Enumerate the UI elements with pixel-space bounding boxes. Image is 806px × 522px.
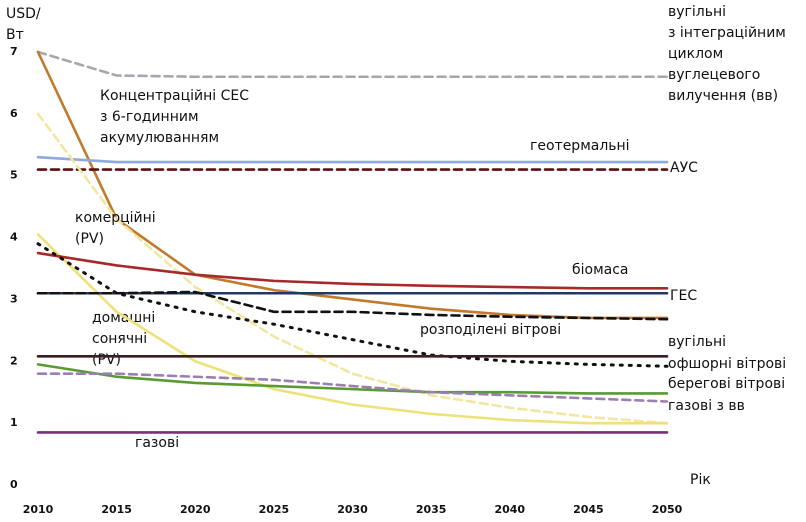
x-tick-label: 2040	[494, 503, 525, 516]
series-label: берегові вітрові	[668, 376, 785, 392]
y-tick-label: 3	[10, 292, 18, 305]
series-label: комерційні (PV)	[75, 210, 156, 247]
series-line	[36, 242, 669, 368]
x-tick-label: 2035	[416, 503, 447, 516]
series-label: АУС	[670, 160, 698, 176]
series-line	[36, 112, 669, 425]
series-line	[36, 155, 669, 164]
x-tick-label: 2020	[180, 503, 211, 516]
y-tick-label: 6	[10, 107, 18, 120]
series-label: геотермальні	[530, 138, 630, 154]
series-label: Концентраційні СЕС з 6-годинним акумулюван…	[100, 88, 249, 146]
series-label: офшорні вітрові	[668, 356, 786, 372]
series-line	[36, 233, 669, 425]
y-tick-label: 7	[10, 45, 18, 58]
series-label: домашні сонячні (PV)	[92, 310, 155, 368]
y-axis-label: USD/Вт	[6, 6, 41, 43]
series-label: газові	[135, 435, 179, 451]
x-tick-label: 2050	[652, 503, 683, 516]
x-tick-label: 2030	[337, 503, 368, 516]
x-tick-label: 2015	[101, 503, 132, 516]
y-tick-label: 4	[10, 231, 18, 244]
x-axis-label: Рік	[690, 472, 711, 488]
series-label: вугільні	[668, 334, 726, 350]
y-tick-label: 2	[10, 354, 18, 367]
x-tick-label: 2010	[23, 503, 54, 516]
series-label: біомаса	[572, 262, 629, 278]
x-tick-label: 2025	[259, 503, 290, 516]
series-line	[36, 290, 669, 321]
y-tick-label: 0	[10, 478, 18, 491]
series-line	[36, 50, 669, 79]
series-label: газові з вв	[668, 398, 745, 414]
x-tick-label: 2045	[573, 503, 604, 516]
series-label: розподілені вітрові	[420, 322, 561, 338]
y-tick-label: 1	[10, 416, 18, 429]
y-tick-label: 5	[10, 169, 18, 182]
series-line	[36, 251, 669, 290]
series-line	[36, 363, 669, 395]
series-label: ГЕС	[670, 288, 697, 304]
series-line	[36, 372, 669, 403]
series-label: вугільні з інтеграційним циклом вуглецевого…	[668, 4, 786, 104]
